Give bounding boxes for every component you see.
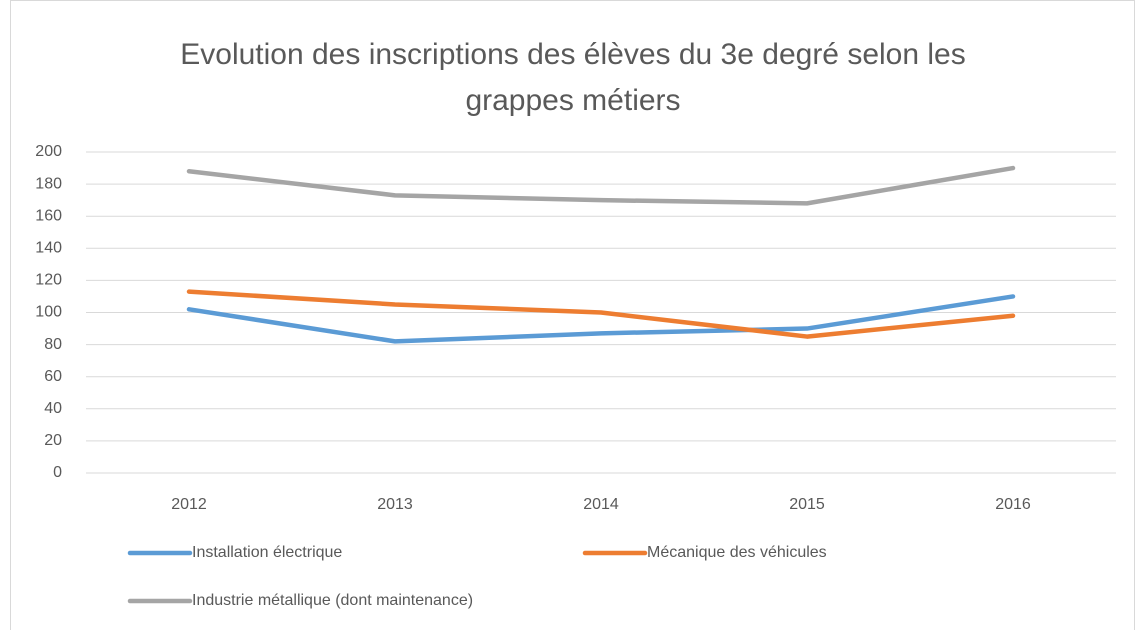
y-tick-label: 160 xyxy=(35,207,62,224)
y-tick-label: 40 xyxy=(44,400,62,417)
x-tick-label: 2014 xyxy=(583,496,619,513)
x-tick-label: 2016 xyxy=(995,496,1031,513)
series-line xyxy=(186,289,1016,339)
y-tick-label: 80 xyxy=(44,336,62,353)
x-tick-label: 2012 xyxy=(171,496,207,513)
legend-label: Installation électrique xyxy=(192,544,342,561)
chart-border xyxy=(10,0,1135,630)
y-tick-label: 200 xyxy=(35,143,62,160)
chart-title: Evolution des inscriptions des élèves du… xyxy=(180,38,966,117)
y-tick-label: 0 xyxy=(53,464,62,481)
y-tick-label: 120 xyxy=(35,272,62,289)
series-line xyxy=(186,165,1016,206)
y-tick-label: 100 xyxy=(35,304,62,321)
y-tick-label: 60 xyxy=(44,368,62,385)
y-tick-label: 20 xyxy=(44,432,62,449)
y-tick-label: 180 xyxy=(35,175,62,192)
x-tick-label: 2013 xyxy=(377,496,413,513)
series-line xyxy=(186,294,1016,344)
legend-label: Mécanique des véhicules xyxy=(647,544,827,561)
x-tick-label: 2015 xyxy=(789,496,825,513)
y-tick-label: 140 xyxy=(35,240,62,257)
legend-label: Industrie métallique (dont maintenance) xyxy=(192,592,473,609)
